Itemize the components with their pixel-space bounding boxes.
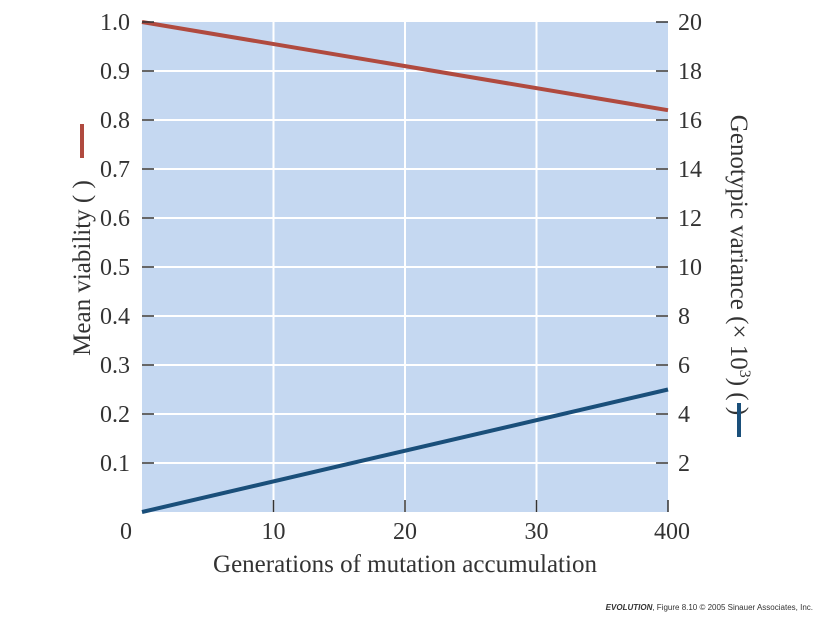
left-tick-label: 0.1 [100, 451, 130, 477]
right-tick-label: 8 [678, 304, 690, 330]
figure-credit: EVOLUTION, Figure 8.10 © 2005 Sinauer As… [606, 603, 813, 612]
x-tick-label: 40 [654, 519, 678, 545]
right-tick-label: 2 [678, 451, 690, 477]
right-origin-label: 0 [678, 519, 690, 545]
credit-title: EVOLUTION [605, 603, 653, 612]
right-tick-label: 16 [678, 108, 702, 134]
right-tick-label: 10 [678, 255, 702, 281]
left-tick-label: 0.4 [100, 304, 130, 330]
right-tick-label: 20 [678, 10, 702, 36]
left-tick-label: 0.8 [100, 108, 130, 134]
left-tick-label: 0.2 [100, 402, 130, 428]
right-axis-title-suffix: ) ( [725, 378, 752, 401]
left-axis-title-suffix: ) [69, 180, 96, 188]
right-axis-title: Genotypic variance (× 103) ( ) [725, 115, 753, 437]
credit-text: , Figure 8.10 © 2005 Sinauer Associates,… [652, 603, 813, 612]
right-axis-title-prefix: Genotypic variance (× 10 [725, 115, 752, 370]
x-axis-title: Generations of mutation accumulation [213, 551, 597, 578]
left-axis-title: Mean viability ( ) [69, 124, 96, 356]
left-tick-label: 0.3 [100, 353, 130, 379]
mean-viability-line [141, 20, 669, 113]
right-tick-label: 4 [678, 402, 690, 428]
right-tick-label: 6 [678, 353, 690, 379]
right-tick-label: 14 [678, 157, 702, 183]
x-tick-label: 30 [525, 519, 549, 545]
left-tick-label: 0.6 [100, 206, 130, 232]
left-axis-title-prefix: Mean viability ( [69, 195, 96, 356]
x-tick-label: 20 [393, 519, 417, 545]
genotypic-variance-line [141, 387, 669, 514]
svg-text:Genotypic variance (× 103) (: Genotypic variance (× 103) ( ) [725, 115, 753, 415]
svg-text:Mean viability ( ): Mean viability ( ) [69, 180, 96, 356]
right-axis-title-sup: 3 [736, 370, 753, 378]
left-tick-label: 0.7 [100, 157, 130, 183]
left-tick-label: 1.0 [100, 10, 130, 36]
right-tick-label: 12 [678, 206, 702, 232]
left-tick-label: 0.5 [100, 255, 130, 281]
right-tick-label: 18 [678, 59, 702, 85]
x-origin-label: 0 [120, 519, 132, 545]
left-tick-label: 0.9 [100, 59, 130, 85]
x-tick-label: 10 [262, 519, 286, 545]
